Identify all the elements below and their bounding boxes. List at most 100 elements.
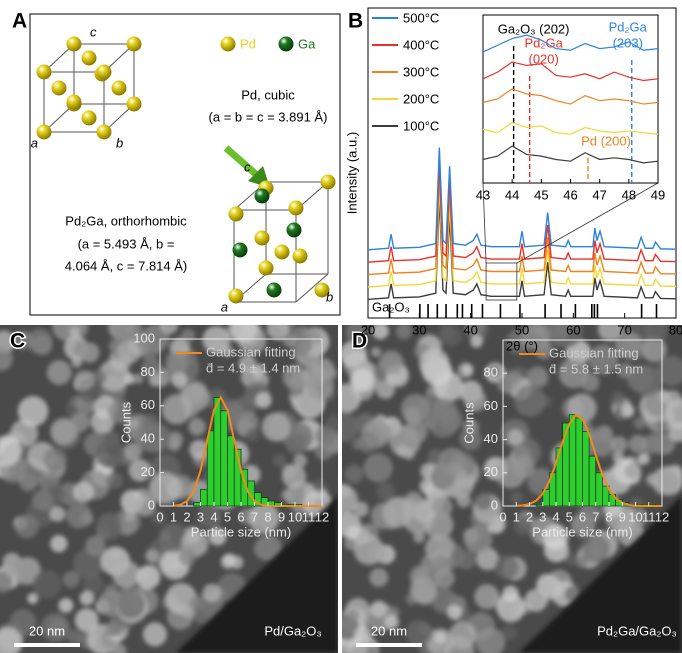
particle xyxy=(71,356,83,368)
cell-edge xyxy=(295,273,329,303)
particle xyxy=(580,373,600,392)
y-tick-label: 100 xyxy=(133,330,155,345)
particle xyxy=(448,621,477,650)
particle xyxy=(459,428,482,451)
particle xyxy=(371,325,389,340)
particle xyxy=(12,557,41,586)
particle xyxy=(159,325,179,335)
particle xyxy=(220,554,236,569)
x-tick-label: 9 xyxy=(619,509,626,524)
atom xyxy=(292,248,308,264)
particle xyxy=(111,643,127,653)
particle xyxy=(354,625,372,643)
inset-x-tick-label: 48 xyxy=(622,187,636,202)
particle xyxy=(72,481,94,503)
particle xyxy=(151,510,166,526)
atom xyxy=(96,64,112,80)
particle xyxy=(33,490,54,511)
particle xyxy=(17,396,49,427)
particle xyxy=(74,370,95,391)
particle xyxy=(464,525,493,554)
particle xyxy=(565,553,578,566)
particle xyxy=(315,425,337,447)
legend-label: 500°C xyxy=(403,10,439,25)
fit-legend-label: Gaussian fitting xyxy=(206,344,296,359)
reflection-label: Pd₂Ga xyxy=(525,35,564,50)
particle xyxy=(510,492,523,505)
inset-x-tick-label: 45 xyxy=(534,187,548,202)
axis-letter: c xyxy=(244,159,251,174)
particle xyxy=(446,604,462,620)
atom xyxy=(254,230,270,246)
particle xyxy=(14,330,33,350)
particle xyxy=(128,459,152,482)
zoom-connector xyxy=(482,182,487,264)
lattice-params: (a = 5.493 Å, b = xyxy=(78,236,175,251)
panel-label: C xyxy=(10,330,25,353)
x-tick-label: 70 xyxy=(617,322,631,337)
atom xyxy=(320,174,336,190)
reference-label: Ga₂O₃ xyxy=(372,299,410,314)
hist-bar xyxy=(555,447,563,507)
particle xyxy=(266,325,290,341)
hist-bar xyxy=(220,410,228,507)
atom xyxy=(111,80,127,96)
reflection-label: (020) xyxy=(528,51,558,66)
particle xyxy=(135,332,163,359)
particle xyxy=(245,427,260,442)
particle xyxy=(116,325,143,344)
y-axis-label: Intensity (a.u.) xyxy=(344,132,359,214)
panel-a-frame xyxy=(29,13,341,316)
particle xyxy=(95,438,126,469)
particle xyxy=(367,543,387,563)
particle xyxy=(456,493,471,508)
y-axis-label: Counts xyxy=(118,401,133,443)
fit-stat: d̄ = 5.8 ± 1.5 nm xyxy=(549,361,643,376)
particle xyxy=(195,507,217,529)
atom xyxy=(286,222,302,238)
particle xyxy=(376,380,395,400)
particle xyxy=(617,362,633,379)
particle xyxy=(178,548,197,566)
particle xyxy=(127,418,139,430)
particle xyxy=(475,627,506,653)
inset-curve xyxy=(482,88,659,105)
particle xyxy=(98,359,130,392)
particle xyxy=(384,614,400,630)
legend-label: 100°C xyxy=(403,118,439,133)
particle xyxy=(597,325,623,342)
particle xyxy=(70,412,90,432)
x-tick-label: 9 xyxy=(278,509,285,524)
particle xyxy=(272,453,287,468)
x-tick-label: 0 xyxy=(499,509,506,524)
particle xyxy=(633,417,646,430)
sample-label: Pd/Ga₂O₃ xyxy=(264,623,321,638)
particle xyxy=(419,348,450,379)
particle xyxy=(305,371,334,400)
structure-name: Pd, cubic xyxy=(241,87,295,102)
particle xyxy=(345,325,367,342)
particle xyxy=(507,429,524,446)
particle xyxy=(50,417,78,445)
particle xyxy=(396,444,409,457)
atom xyxy=(66,36,82,52)
x-tick-label: 12 xyxy=(655,509,669,524)
particle xyxy=(646,473,659,486)
particle xyxy=(542,524,569,550)
particle xyxy=(446,384,462,401)
particle xyxy=(85,535,106,557)
reflection-label: Pd₂Ga xyxy=(609,19,648,34)
atom xyxy=(126,36,142,52)
legend-label: Ga xyxy=(298,36,316,51)
particle xyxy=(654,419,668,432)
x-tick-label: 1 xyxy=(513,509,520,524)
zoom-box xyxy=(485,262,518,301)
x-tick-label: 5 xyxy=(224,509,231,524)
particle xyxy=(238,354,256,373)
hist-bar xyxy=(535,503,544,507)
particle xyxy=(95,514,123,541)
particle xyxy=(532,468,548,484)
hist-bar xyxy=(568,414,577,507)
particle xyxy=(69,327,81,338)
particle xyxy=(292,508,305,520)
